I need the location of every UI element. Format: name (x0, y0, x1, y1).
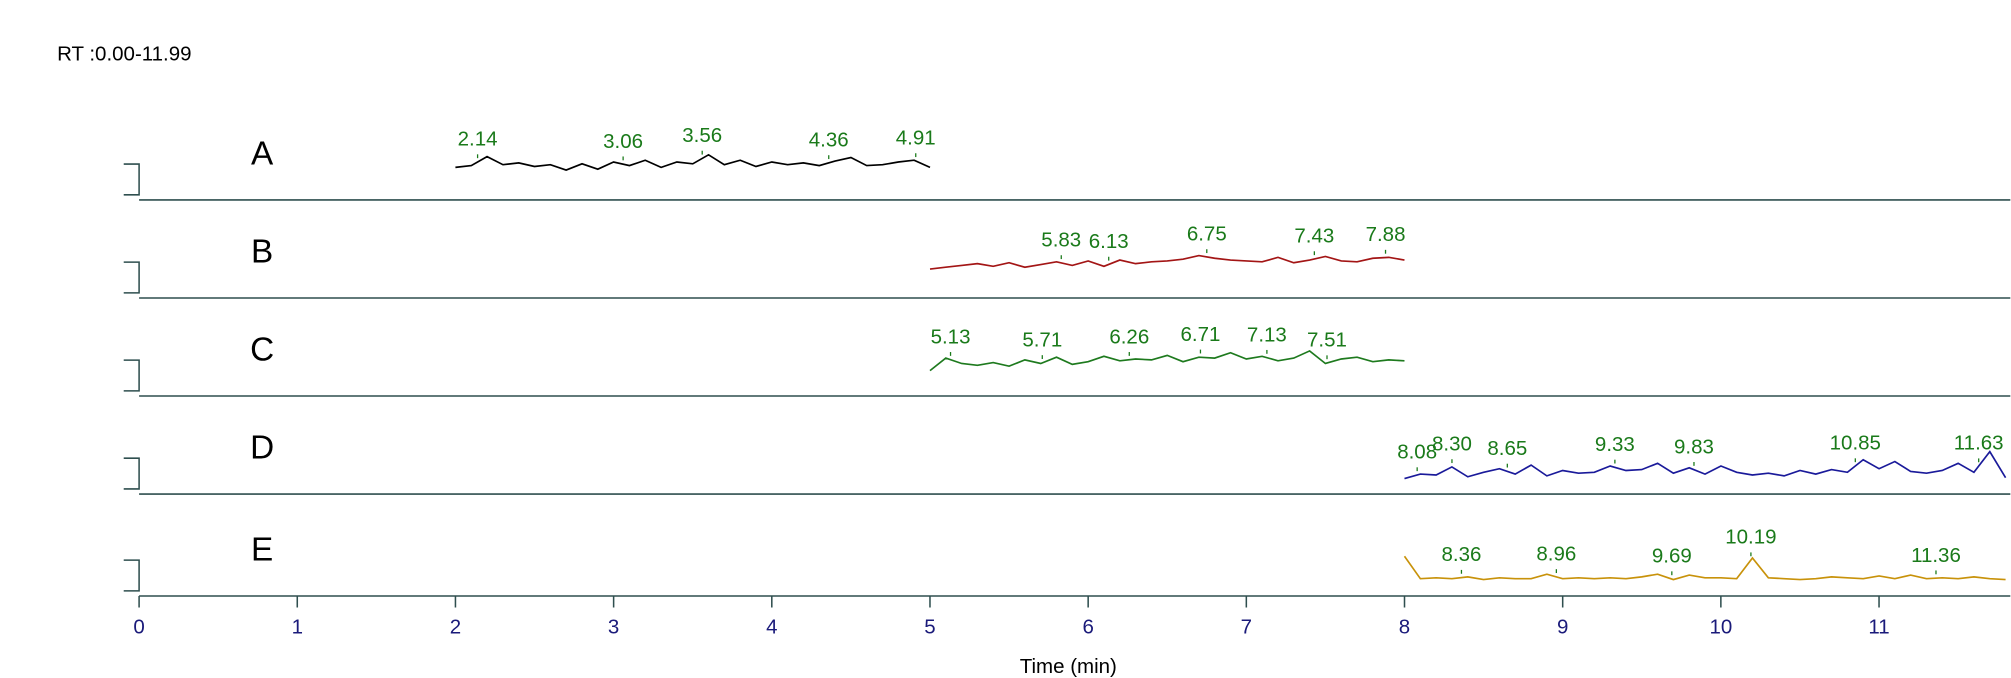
x-tick-label: 9 (1557, 615, 1568, 638)
scale-bracket (123, 559, 140, 592)
peak-label: 9.69 (1652, 545, 1692, 568)
peak-label: 6.26 (1109, 325, 1149, 348)
trace (929, 349, 1405, 372)
x-tick-label: 8 (1399, 615, 1410, 638)
peak-label: 10.85 (1830, 432, 1881, 455)
panel-label: B (251, 234, 273, 271)
peak-label: 8.96 (1536, 543, 1576, 566)
peak-label: 3.56 (682, 124, 722, 147)
peak-label: 4.36 (809, 129, 849, 152)
panel-label: D (250, 430, 274, 467)
x-axis-label: Time (min) (1020, 655, 1117, 678)
trace (1403, 555, 2006, 581)
peak-label: 5.71 (1022, 328, 1062, 351)
peak-label: 3.06 (603, 130, 643, 153)
peak-label: 6.71 (1181, 323, 1221, 346)
peak-label: 4.91 (896, 127, 936, 150)
x-tick-label: 5 (924, 615, 935, 638)
peak-label: 6.75 (1187, 223, 1227, 246)
x-tick-label: 2 (450, 615, 461, 638)
x-tick-label: 11 (1868, 615, 1889, 638)
panel-label: E (251, 532, 273, 569)
trace (929, 254, 1405, 270)
x-tick-label: 4 (766, 615, 777, 638)
x-tick-label: 10 (1709, 615, 1732, 638)
peak-label: 11.36 (1911, 544, 1961, 567)
panel-label: A (251, 136, 274, 173)
peak-label: 7.43 (1294, 225, 1334, 248)
scale-bracket (123, 359, 140, 392)
x-tick-label: 1 (292, 615, 303, 638)
subtitle: RT :0.00-11.99 (57, 43, 191, 66)
scale-bracket (123, 457, 140, 490)
scale-bracket (123, 163, 140, 196)
peak-label: 8.36 (1441, 543, 1481, 566)
peak-label: 9.83 (1674, 435, 1714, 458)
peak-label: 11.63 (1954, 432, 2004, 455)
peak-label: 5.13 (931, 325, 971, 348)
panel-label: C (250, 332, 274, 369)
peak-label: 10.19 (1725, 526, 1776, 549)
trace (455, 153, 931, 171)
peak-label: 7.51 (1307, 329, 1347, 352)
trace (1404, 450, 2007, 480)
peak-label: 8.65 (1487, 437, 1527, 460)
scale-bracket (123, 261, 140, 294)
x-tick-label: 3 (608, 615, 619, 638)
peak-label: 5.83 (1041, 229, 1081, 252)
x-tick-label: 7 (1241, 615, 1252, 638)
peak-label: 7.88 (1366, 223, 1406, 246)
peak-label: 2.14 (458, 128, 498, 151)
peak-label: 7.13 (1247, 323, 1287, 346)
x-tick-label: 6 (1082, 615, 1093, 638)
peak-label: 6.13 (1089, 230, 1129, 253)
peak-label: 8.30 (1432, 433, 1472, 456)
x-tick-label: 0 (133, 615, 144, 638)
peak-label: 8.08 (1397, 441, 1437, 464)
peak-label: 9.33 (1595, 433, 1635, 456)
